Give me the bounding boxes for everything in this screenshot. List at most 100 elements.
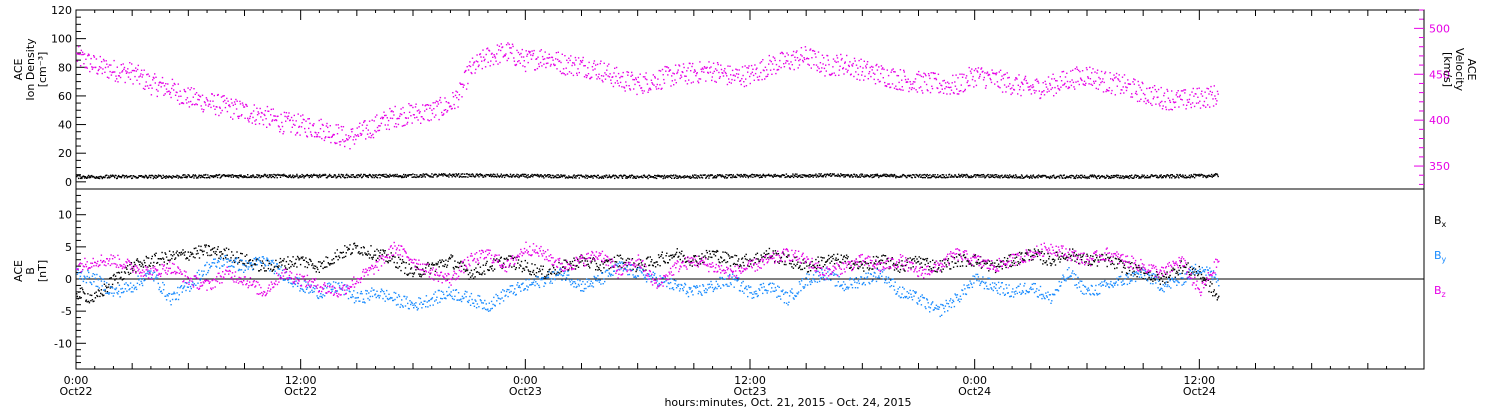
data-point	[975, 84, 978, 87]
data-point	[689, 62, 691, 65]
data-point	[847, 64, 850, 67]
data-point	[296, 266, 298, 268]
data-point	[501, 267, 503, 270]
data-point	[929, 261, 932, 263]
data-point	[838, 174, 841, 177]
data-point	[839, 261, 842, 263]
data-point	[124, 272, 127, 274]
data-point	[264, 114, 266, 117]
data-point	[873, 262, 875, 264]
data-point	[1117, 78, 1119, 80]
data-point	[935, 78, 938, 81]
data-point	[246, 176, 248, 179]
data-point	[671, 75, 673, 77]
data-point	[1117, 174, 1119, 176]
data-point	[394, 105, 396, 108]
data-point	[323, 139, 326, 142]
data-point	[595, 74, 597, 76]
data-point	[452, 173, 454, 176]
data-point	[178, 95, 180, 98]
data-point	[154, 174, 156, 177]
data-point	[1112, 79, 1114, 82]
data-point	[956, 265, 959, 268]
data-point	[553, 267, 555, 269]
data-point	[1040, 175, 1042, 177]
data-point	[994, 176, 996, 179]
data-point	[456, 266, 458, 268]
data-point	[724, 68, 726, 70]
data-point	[919, 173, 921, 176]
data-point	[143, 259, 145, 262]
data-point	[1041, 91, 1043, 93]
data-point	[1045, 86, 1048, 88]
data-point	[546, 174, 548, 177]
data-point	[192, 96, 194, 98]
data-point	[302, 256, 304, 258]
data-point	[429, 273, 431, 275]
data-point	[258, 112, 260, 115]
data-point	[88, 302, 91, 304]
data-point	[1003, 84, 1006, 86]
data-point	[541, 176, 543, 178]
data-point	[431, 173, 433, 175]
data-point	[562, 68, 565, 70]
data-point	[700, 68, 702, 70]
data-point	[475, 267, 477, 269]
data-point	[1123, 92, 1125, 94]
data-point	[146, 85, 149, 87]
data-point	[812, 264, 815, 267]
data-point	[736, 69, 738, 71]
data-point	[416, 110, 419, 112]
data-point	[555, 175, 557, 178]
data-point	[323, 130, 325, 133]
data-point	[100, 292, 102, 295]
data-point	[576, 74, 578, 76]
data-point	[1147, 99, 1149, 101]
data-point	[899, 268, 902, 271]
data-point	[732, 263, 735, 265]
data-point	[76, 52, 78, 54]
data-point	[947, 86, 949, 88]
data-point	[166, 263, 168, 265]
data-point	[195, 175, 197, 177]
data-point	[119, 277, 121, 280]
data-point	[86, 177, 88, 179]
data-point	[153, 77, 155, 79]
data-point	[513, 265, 515, 267]
data-point	[119, 72, 121, 74]
data-point	[1168, 175, 1170, 177]
data-point	[639, 73, 641, 75]
data-point	[333, 134, 335, 136]
data-point	[1161, 176, 1164, 178]
data-point	[470, 269, 473, 272]
data-point	[636, 81, 639, 83]
data-point	[1160, 86, 1162, 89]
data-point	[790, 61, 792, 63]
data-point	[803, 267, 806, 269]
data-point	[997, 263, 1000, 265]
data-point	[370, 175, 372, 177]
data-point	[108, 283, 110, 286]
data-point	[911, 258, 914, 260]
data-point	[348, 137, 350, 139]
data-point	[189, 89, 191, 91]
data-point	[594, 260, 596, 262]
data-point	[283, 130, 285, 133]
data-point	[1155, 103, 1157, 105]
data-point	[725, 261, 727, 264]
data-point	[914, 81, 916, 83]
data-point	[90, 300, 92, 302]
data-point	[389, 117, 392, 119]
data-point	[724, 177, 726, 179]
data-point	[798, 64, 801, 66]
data-point	[792, 50, 795, 53]
data-point	[97, 295, 99, 298]
data-point	[483, 59, 485, 62]
data-point	[498, 49, 500, 51]
data-point	[120, 64, 122, 66]
data-point	[317, 135, 319, 138]
data-point	[660, 255, 662, 258]
data-point	[928, 269, 930, 271]
data-point	[670, 254, 672, 257]
data-point	[1190, 174, 1192, 176]
